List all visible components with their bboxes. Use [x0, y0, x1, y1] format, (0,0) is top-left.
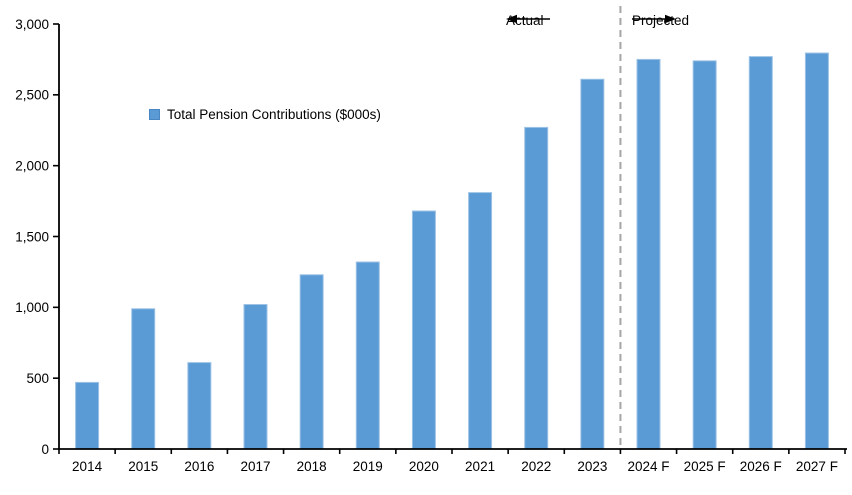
bar-2017	[243, 304, 268, 450]
x-label-2027-f: 2027 F	[796, 459, 838, 474]
legend-label: Total Pension Contributions ($000s)	[167, 107, 381, 122]
x-label-2018: 2018	[297, 459, 327, 474]
x-label-2022: 2022	[521, 459, 551, 474]
bar-2016	[187, 362, 212, 450]
x-label-2021: 2021	[465, 459, 495, 474]
y-tick-label-2,500: 2,500	[15, 88, 49, 103]
y-tick-label-1,000: 1,000	[15, 300, 49, 315]
projected-annotation: Projected	[632, 13, 689, 28]
x-label-2017: 2017	[240, 459, 270, 474]
x-label-2020: 2020	[409, 459, 439, 474]
projected-label: Projected	[632, 13, 690, 28]
bar-2027-f	[804, 52, 829, 450]
bar-2018	[299, 274, 324, 450]
actual-annotation: Actual	[506, 13, 550, 28]
x-label-2016: 2016	[184, 459, 214, 474]
bar-2015	[131, 308, 156, 450]
x-label-2015: 2015	[128, 459, 158, 474]
bar-2025-f	[692, 60, 717, 450]
y-tick-label-500: 500	[26, 371, 49, 386]
bar-2023	[580, 78, 605, 450]
x-label-2023: 2023	[577, 459, 607, 474]
chart-legend: Total Pension Contributions ($000s)	[149, 107, 381, 122]
bar-2021	[468, 192, 493, 450]
x-label-2014: 2014	[72, 459, 103, 474]
x-label-2026-f: 2026 F	[740, 459, 782, 474]
x-label-2025-f: 2025 F	[684, 459, 726, 474]
y-tick-label-1,500: 1,500	[15, 229, 49, 244]
x-label-2019: 2019	[353, 459, 383, 474]
left-arrow-icon	[506, 14, 550, 24]
bar-2024-f	[636, 58, 661, 450]
x-label-2024-f: 2024 F	[627, 459, 669, 474]
bar-2014	[75, 381, 100, 450]
bar-2020	[411, 210, 436, 450]
bar-2019	[355, 261, 380, 450]
bar-2026-f	[748, 56, 773, 450]
y-tick-label-0: 0	[41, 442, 49, 457]
y-tick-label-2,000: 2,000	[15, 158, 49, 173]
y-tick-label-3,000: 3,000	[15, 17, 49, 32]
right-arrow-icon	[632, 14, 676, 24]
bar-2022	[524, 126, 549, 450]
legend-swatch-icon	[149, 109, 160, 120]
